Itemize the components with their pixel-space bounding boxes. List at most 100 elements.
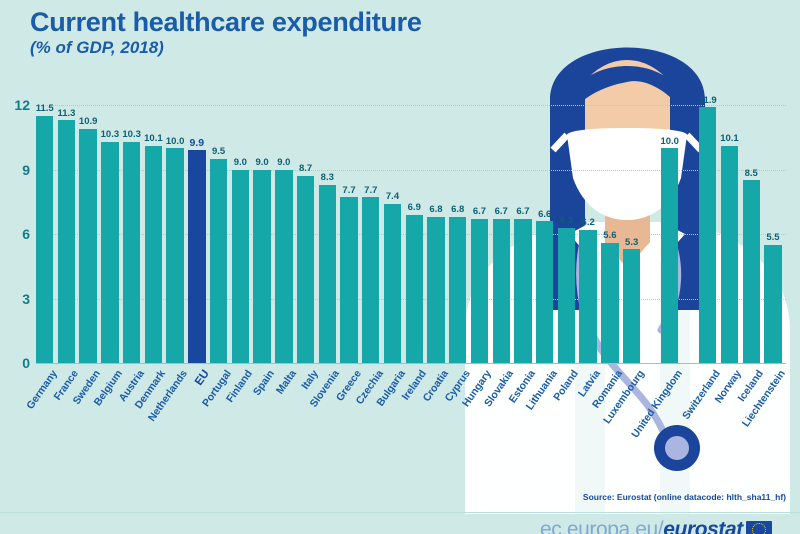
bar-value-label: 7.7 <box>364 184 378 196</box>
bar-slot: 8.7 <box>296 105 315 363</box>
bar[interactable] <box>470 218 489 363</box>
category-label: EU <box>192 368 212 388</box>
bar-slot: 10.3 <box>122 105 141 363</box>
bar-value-label: 11.9 <box>698 94 717 106</box>
bar[interactable] <box>79 128 97 363</box>
bar-value-label: 5.5 <box>766 232 780 244</box>
bar-value-label: 6.2 <box>581 217 595 229</box>
bar-value-label: 10.1 <box>144 133 163 145</box>
bar[interactable] <box>36 115 54 363</box>
bar-slot: 5.5 <box>764 105 782 363</box>
y-axis-tick: 6 <box>22 226 30 242</box>
category-label: Spain <box>250 368 277 398</box>
bar[interactable] <box>449 216 467 363</box>
bar-value-label: 6.7 <box>516 206 530 218</box>
title-block: Current healthcare expenditure (% of GDP… <box>30 8 422 58</box>
bar[interactable] <box>720 145 739 363</box>
bar[interactable] <box>492 218 510 363</box>
page-title: Current healthcare expenditure <box>30 7 422 37</box>
bar[interactable] <box>661 148 679 363</box>
bar-value-label: 6.7 <box>472 206 487 218</box>
bar[interactable] <box>536 221 554 363</box>
bar-slot: 10.1 <box>720 105 739 363</box>
bar[interactable] <box>340 197 358 363</box>
bar-value-label: 6.3 <box>559 215 574 227</box>
bar[interactable] <box>144 145 163 363</box>
brand-name: eurostat <box>663 518 743 534</box>
bar[interactable] <box>383 203 402 363</box>
bar-slot: 9.0 <box>253 105 271 363</box>
bar-slot: 11.5 <box>36 104 54 363</box>
bar[interactable] <box>253 169 271 363</box>
bar-value-label: 9.0 <box>255 157 269 168</box>
bar[interactable] <box>101 141 119 363</box>
bar-value-label: 9.0 <box>233 157 247 168</box>
y-axis-tick: 0 <box>22 355 30 371</box>
bar[interactable] <box>427 216 445 363</box>
bar[interactable] <box>579 229 597 363</box>
bar[interactable] <box>188 150 206 363</box>
bar-value-label: 10.3 <box>100 129 120 141</box>
x-axis-line <box>36 363 786 364</box>
bar-value-label: 6.9 <box>407 202 421 214</box>
bar-slot: 6.9 <box>405 105 423 363</box>
bar-value-label: 5.6 <box>603 230 617 242</box>
bar-slot: 6.7 <box>514 105 532 363</box>
y-axis-tick: 9 <box>22 161 30 178</box>
bar-value-label: 9.5 <box>211 146 226 158</box>
bar-slot: 6.8 <box>449 105 467 363</box>
bar-value-label: 7.4 <box>385 191 400 203</box>
bar[interactable] <box>601 242 619 363</box>
bar-slot: 11.9 <box>699 96 717 363</box>
bar-value-label: 10.0 <box>165 135 185 147</box>
bar[interactable] <box>742 180 760 363</box>
bar-slot: 5.3 <box>622 105 641 363</box>
bar[interactable] <box>764 244 782 363</box>
bar-value-label: 10.0 <box>660 135 679 147</box>
bar[interactable] <box>122 141 141 363</box>
bar-slot: 9.0 <box>275 105 293 363</box>
source-note: Source: Eurostat (online datacode: hlth_… <box>582 492 786 502</box>
bar[interactable] <box>699 107 717 363</box>
bar-value-label: 7.7 <box>342 184 356 196</box>
bar-value-label: 6.7 <box>494 206 508 218</box>
bar-slot: 10.0 <box>165 105 185 363</box>
bar-value-label: 8.7 <box>298 163 313 175</box>
category-label: Malta <box>273 368 299 397</box>
bar-slot: 7.7 <box>340 105 358 363</box>
bar-value-label: 10.3 <box>122 129 141 141</box>
bar[interactable] <box>231 169 250 363</box>
bar-slot: 6.7 <box>470 105 489 363</box>
gridline <box>36 169 786 171</box>
bar-value-label: 5.3 <box>625 236 639 248</box>
bar[interactable] <box>405 214 423 363</box>
chart-subtitle: (% of GDP, 2018) <box>30 38 164 58</box>
bar[interactable] <box>622 249 641 363</box>
bar-slot: 9.0 <box>231 105 250 363</box>
bar-slot: 10.1 <box>144 105 163 363</box>
bar[interactable] <box>166 148 184 363</box>
bars-layer: 11.5 11.3 10.9 10.3 10.3 10.1 10.0 9.9 9.5 9.0 9.0… <box>36 96 788 363</box>
bar[interactable] <box>57 120 76 363</box>
bar-slot: 6.7 <box>492 105 510 363</box>
bar[interactable] <box>275 169 293 363</box>
eu-flag-icon <box>745 521 772 534</box>
bar[interactable] <box>514 218 532 363</box>
y-axis-tick: 12 <box>14 97 30 113</box>
bar[interactable] <box>296 175 315 363</box>
category-labels-layer: Germany France Sweden Belgium Austria Denmark… <box>24 366 788 476</box>
bar[interactable] <box>362 197 380 363</box>
bar[interactable] <box>318 184 336 363</box>
bar-slot: 5.6 <box>601 105 619 363</box>
bar-slot: 9.9 <box>188 105 206 363</box>
bar[interactable] <box>209 158 228 363</box>
bar-slot: 6.6 <box>536 105 554 363</box>
y-axis: 0 3 6 9 12 <box>0 95 30 380</box>
bar-slot: 8.5 <box>742 105 760 363</box>
footer-divider <box>0 512 800 513</box>
bar-value-label: 10.9 <box>78 116 98 128</box>
bar-value-label: 10.1 <box>720 133 739 145</box>
eurostat-brand[interactable]: ec.europa.eu/eurostat <box>540 518 772 534</box>
bar[interactable] <box>557 227 576 363</box>
